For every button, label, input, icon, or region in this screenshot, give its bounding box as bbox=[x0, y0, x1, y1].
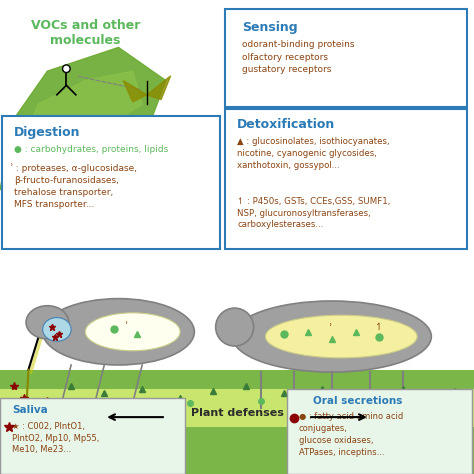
Text: ↿ : P450s, GSTs, CCEs,GSS, SUMF1,
NSP, glucuronosyltransferases,
carboxylesteras: ↿ : P450s, GSTs, CCEs,GSS, SUMF1, NSP, g… bbox=[237, 197, 391, 229]
Ellipse shape bbox=[216, 308, 254, 346]
Polygon shape bbox=[14, 71, 142, 166]
Polygon shape bbox=[0, 47, 166, 190]
Text: ↿: ↿ bbox=[375, 322, 383, 332]
Text: ͗ : proteases, α-glucosidase,
β-fructo-furanosidases,
trehalose transporter,
MFS: ͗ : proteases, α-glucosidase, β-fructo-f… bbox=[14, 164, 138, 209]
Circle shape bbox=[63, 65, 70, 73]
FancyBboxPatch shape bbox=[0, 389, 474, 427]
Polygon shape bbox=[147, 76, 171, 100]
FancyBboxPatch shape bbox=[0, 398, 185, 474]
FancyBboxPatch shape bbox=[225, 9, 467, 107]
Ellipse shape bbox=[85, 313, 180, 351]
Polygon shape bbox=[123, 81, 147, 102]
Text: Plant defenses: Plant defenses bbox=[191, 408, 283, 419]
Text: VOCs and other
molecules: VOCs and other molecules bbox=[31, 19, 140, 47]
Ellipse shape bbox=[43, 299, 194, 365]
Text: ● : fatty acid-amino acid
conjugates,
glucose oxidases,
ATPases, inceptins...: ● : fatty acid-amino acid conjugates, gl… bbox=[299, 412, 403, 457]
Text: ● : carbohydrates, proteins, lipids: ● : carbohydrates, proteins, lipids bbox=[14, 145, 168, 154]
Text: Sensing: Sensing bbox=[242, 21, 297, 34]
Ellipse shape bbox=[232, 301, 431, 372]
Ellipse shape bbox=[43, 318, 71, 341]
Text: ▲ : glucosinolates, isothiocyanates,
nicotine, cyanogenic glycosides,
xanthotoxi: ▲ : glucosinolates, isothiocyanates, nic… bbox=[237, 137, 390, 170]
Ellipse shape bbox=[26, 306, 69, 339]
Ellipse shape bbox=[62, 126, 80, 139]
FancyBboxPatch shape bbox=[2, 116, 220, 249]
Text: ★ : C002, PlntO1,
PlntO2, Mp10, Mp55,
Me10, Me23...: ★ : C002, PlntO1, PlntO2, Mp10, Mp55, Me… bbox=[12, 422, 99, 455]
Text: Saliva: Saliva bbox=[12, 405, 47, 415]
Ellipse shape bbox=[265, 315, 417, 358]
FancyBboxPatch shape bbox=[225, 109, 467, 249]
Text: Oral secretions: Oral secretions bbox=[313, 396, 402, 406]
Text: Detoxification: Detoxification bbox=[237, 118, 335, 131]
FancyBboxPatch shape bbox=[0, 370, 474, 474]
Text: Digestion: Digestion bbox=[14, 126, 81, 138]
Text: odorant-binding proteins
olfactory receptors
gustatory receptors: odorant-binding proteins olfactory recep… bbox=[242, 40, 354, 74]
FancyBboxPatch shape bbox=[287, 389, 472, 474]
